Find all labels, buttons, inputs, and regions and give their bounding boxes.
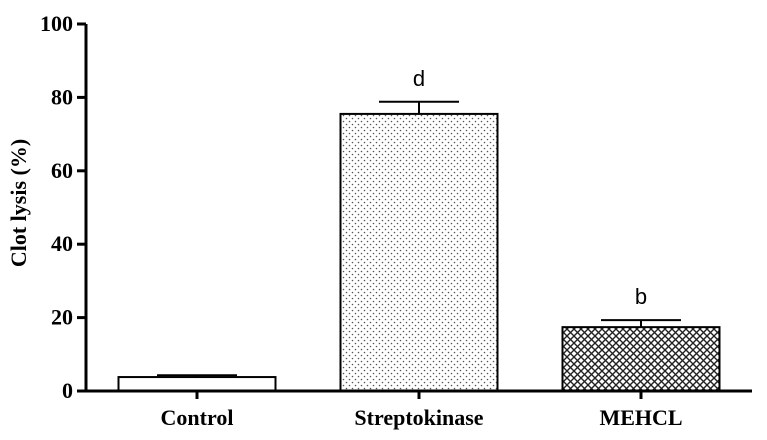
x-axis: Control Streptokinase MEHCL (84, 389, 752, 430)
bar-mehcl (561, 326, 721, 392)
bar-streptokinase (339, 112, 499, 392)
x-tick-label: Control (161, 405, 234, 430)
y-tick-label: 0 (62, 378, 73, 403)
y-tick-label: 100 (40, 11, 73, 36)
significance-label: d (413, 66, 425, 91)
y-axis-title: Clot lysis (%) (6, 139, 31, 267)
y-tick-label: 60 (51, 158, 73, 183)
significance-label: b (635, 284, 647, 309)
y-tick-label: 40 (51, 231, 73, 256)
bars: db (117, 66, 721, 392)
bar-control (117, 376, 277, 392)
y-tick-label: 80 (51, 84, 73, 109)
y-tick-label: 20 (51, 305, 73, 330)
y-axis: 0 20 40 60 80 100 (40, 11, 88, 403)
x-tick-label: Streptokinase (354, 405, 483, 430)
x-tick-label: MEHCL (599, 405, 682, 430)
